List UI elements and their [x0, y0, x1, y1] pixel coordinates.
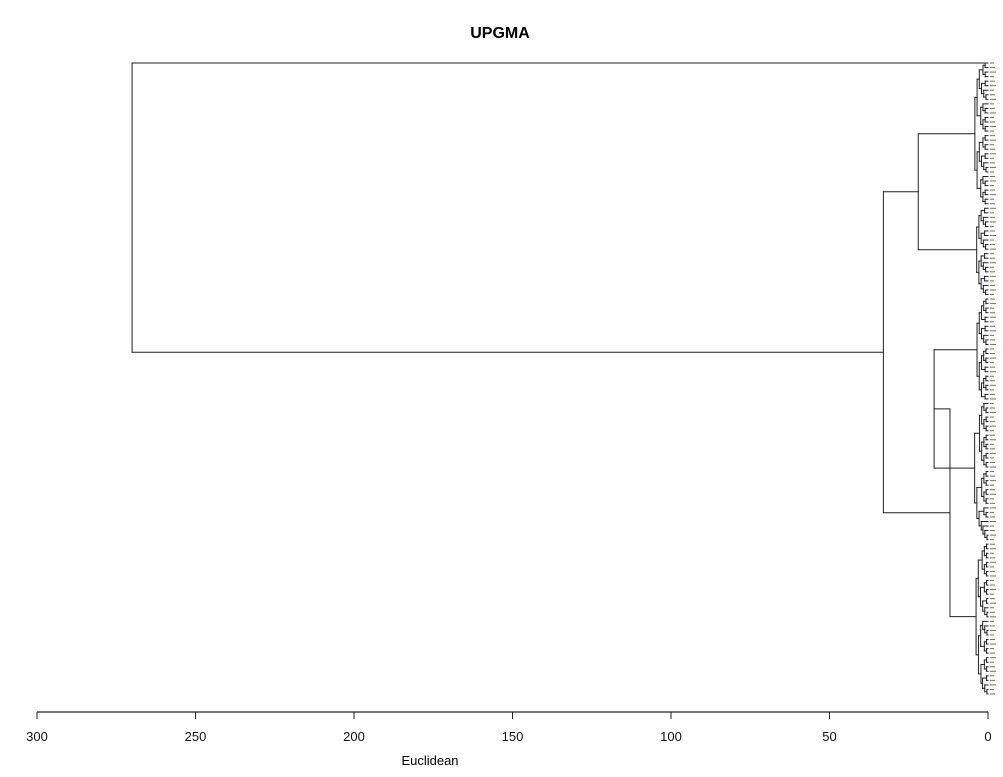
x-tick-label: 200 [343, 729, 365, 744]
x-tick-label: 250 [185, 729, 207, 744]
x-tick-label: 100 [660, 729, 682, 744]
x-tick-label: 0 [984, 729, 991, 744]
x-tick-label: 300 [26, 729, 48, 744]
x-axis-label: Euclidean [401, 753, 458, 768]
x-axis: 300 250 200 150 100 50 0 [26, 711, 992, 744]
x-tick-label: 50 [822, 729, 836, 744]
chart-title: UPGMA [470, 25, 530, 42]
dendrogram-tree [131, 62, 989, 695]
x-tick-label: 150 [502, 729, 524, 744]
leaf-label-strip [990, 62, 996, 695]
